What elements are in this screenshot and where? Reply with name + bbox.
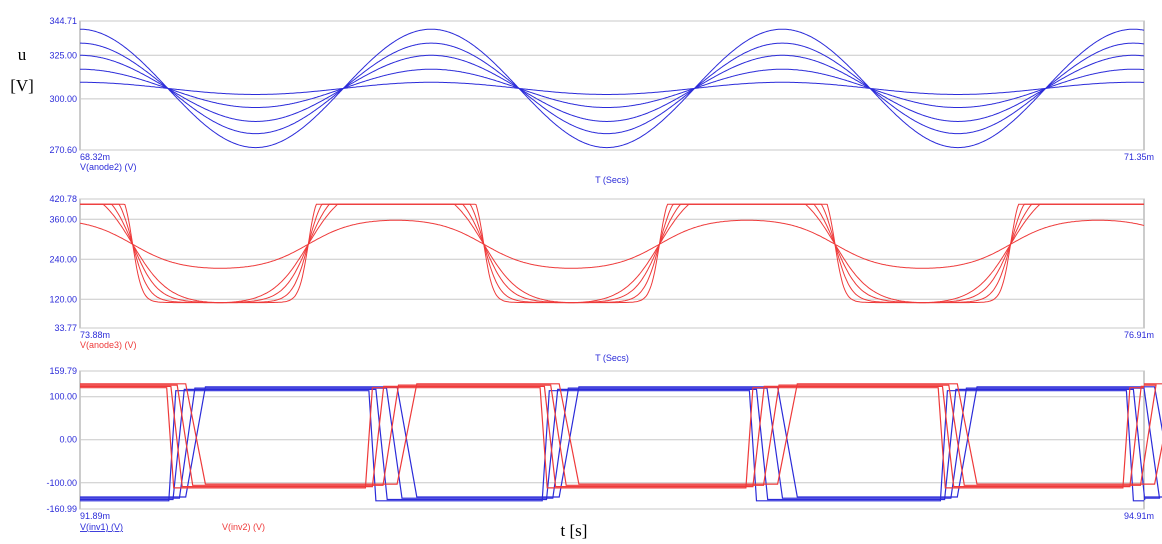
plot-frame [79, 198, 1145, 329]
legend-inv1: V(inv1) (V) [80, 522, 123, 532]
series-line-4 [80, 203, 1144, 304]
y-tick-labels: 344.71 325.00 300.00 270.60 [49, 16, 77, 155]
series-line-4 [80, 28, 1145, 149]
series-line-1 [80, 203, 1144, 304]
series-group [80, 383, 1162, 502]
y-tick-label: 325.00 [49, 50, 77, 60]
y-tick-label: 300.00 [49, 94, 77, 104]
ylabel-unit: [V] [10, 76, 34, 95]
y-tick-label: 0.00 [59, 435, 77, 445]
y-tick-label: 420.78 [49, 194, 77, 204]
y-tick-label: 120.00 [49, 294, 77, 304]
series-line-1-3 [80, 383, 1162, 485]
series-line-1 [80, 68, 1145, 108]
y-tick-label: 33.77 [54, 323, 77, 333]
panel-anode2: 344.71 325.00 300.00 270.60 68.32m 71.35m V… [49, 16, 1154, 185]
series-line-0-3 [80, 386, 1162, 498]
series-line-3 [80, 42, 1145, 135]
y-tick-label: 159.79 [49, 366, 77, 376]
series-line-0-1 [80, 388, 1146, 501]
y-tick-label: -160.99 [46, 504, 77, 514]
x-end-label: 94.91m [1124, 511, 1154, 521]
y-tick-labels: 159.79 100.00 0.00 -100.00 -160.99 [46, 366, 77, 514]
x-axis-label: T (Secs) [595, 175, 629, 185]
x-start-label: 91.89m [80, 511, 110, 521]
legend-inv2: V(inv2) (V) [222, 522, 265, 532]
ylabel-symbol: u [18, 45, 27, 64]
series-line-0 [80, 81, 1144, 95]
grid [80, 20, 1144, 151]
series-line-1-2 [80, 384, 1157, 486]
y-tick-labels: 420.78 360.00 240.00 120.00 33.77 [49, 194, 77, 333]
y-tick-label: 240.00 [49, 254, 77, 264]
x-end-label: 71.35m [1124, 152, 1154, 162]
series-group [80, 28, 1145, 149]
y-tick-label: -100.00 [46, 478, 77, 488]
grid [80, 370, 1144, 510]
series-line-0 [79, 219, 1145, 269]
series-line-0-0 [80, 390, 1144, 502]
panel-inverters: 159.79 100.00 0.00 -100.00 -160.99 91.89m 94… [46, 366, 1162, 532]
x-axis-label: T (Secs) [595, 353, 629, 363]
series-line-1-0 [80, 387, 1144, 489]
trace-label: V(anode3) (V) [80, 340, 137, 350]
y-tick-label: 270.60 [49, 145, 77, 155]
trace-label: V(anode2) (V) [80, 162, 137, 172]
x-start-label: 68.32m [80, 152, 110, 162]
y-tick-label: 100.00 [49, 392, 77, 402]
xlabel-time: t [s] [561, 521, 588, 540]
plot-frame [79, 20, 1145, 151]
panel-anode3: 420.78 360.00 240.00 120.00 33.77 73.88m 76.… [49, 194, 1154, 363]
series-group [79, 203, 1145, 304]
y-tick-label: 344.71 [49, 16, 77, 26]
series-line-2 [80, 54, 1145, 122]
x-start-label: 73.88m [80, 330, 110, 340]
series-line-1-1 [80, 385, 1144, 488]
y-tick-label: 360.00 [49, 214, 77, 224]
series-line-2 [80, 203, 1144, 304]
series-line-0-2 [80, 387, 1161, 499]
x-end-label: 76.91m [1124, 330, 1154, 340]
